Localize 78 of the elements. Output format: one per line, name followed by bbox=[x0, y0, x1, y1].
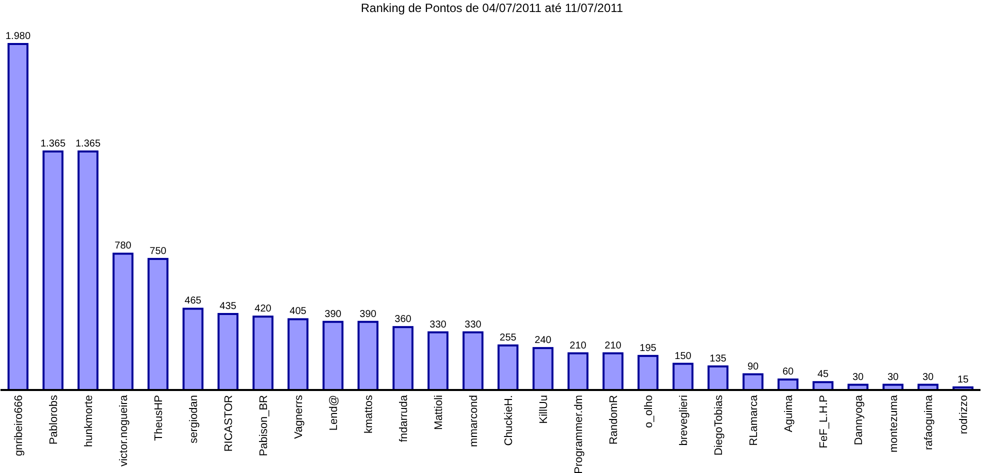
data-label: 60 bbox=[782, 366, 794, 378]
data-label: 780 bbox=[114, 240, 132, 252]
x-tick-label: RLamarca bbox=[748, 394, 760, 446]
bar bbox=[78, 150, 98, 391]
data-label: 30 bbox=[887, 372, 899, 383]
bar bbox=[252, 316, 274, 391]
bar bbox=[288, 318, 308, 391]
x-tick-label: Aguima bbox=[783, 394, 795, 432]
x-tick-label: hunkmorte bbox=[83, 395, 95, 447]
x-tick-label: o_olho bbox=[643, 395, 655, 428]
x-tick-label: rafaoguima bbox=[923, 394, 935, 450]
chart-title: Ranking de Pontos de 04/07/2011 até 11/07/2011 bbox=[360, 1, 624, 15]
data-label: 150 bbox=[674, 350, 692, 362]
x-tick-label: Programmer.dm bbox=[573, 395, 585, 473]
x-tick-label: Pabison_BR bbox=[258, 394, 270, 456]
data-label: 330 bbox=[464, 319, 482, 330]
bar bbox=[182, 308, 204, 391]
x-tick-label: TheusHP bbox=[153, 395, 165, 441]
x-tick-label: fndarruda bbox=[398, 394, 410, 442]
x-tick-label: mmarcond bbox=[468, 395, 480, 447]
bar bbox=[638, 354, 658, 391]
data-label: 45 bbox=[817, 369, 829, 380]
x-tick-label: breveglieri bbox=[678, 395, 690, 446]
data-label: 30 bbox=[922, 372, 934, 383]
bar bbox=[462, 331, 484, 391]
x-tick-label: Lend@ bbox=[328, 395, 340, 431]
data-label: 390 bbox=[360, 308, 377, 320]
bar bbox=[672, 362, 694, 391]
bar bbox=[428, 331, 448, 391]
x-tick-label: RICASTOR bbox=[223, 394, 235, 452]
data-label: 435 bbox=[220, 300, 237, 312]
bar bbox=[42, 150, 64, 391]
bar bbox=[218, 312, 238, 391]
data-label: 390 bbox=[324, 308, 342, 320]
x-tick-label: kmattos bbox=[363, 394, 375, 434]
x-tick-label: Pablorobs bbox=[48, 394, 60, 445]
data-label: 15 bbox=[957, 374, 969, 386]
bar bbox=[148, 258, 168, 391]
bar bbox=[392, 326, 414, 391]
data-label: 255 bbox=[500, 332, 517, 344]
bar bbox=[8, 43, 28, 391]
data-label: 240 bbox=[534, 335, 552, 346]
x-tick-label: rodrizzo bbox=[958, 395, 970, 434]
x-tick-label: Mattioli bbox=[433, 395, 445, 430]
data-label: 465 bbox=[184, 296, 202, 307]
data-label: 210 bbox=[604, 340, 622, 352]
data-label: 750 bbox=[150, 246, 167, 257]
x-tick-label: victor.nogueira bbox=[118, 394, 130, 467]
data-label: 360 bbox=[394, 314, 412, 326]
data-label: 1.980 bbox=[5, 31, 31, 42]
data-label: 210 bbox=[570, 340, 587, 352]
x-tick-label: gnribeiro666 bbox=[13, 395, 25, 456]
data-label: 90 bbox=[747, 361, 759, 372]
data-label: 1.365 bbox=[75, 138, 101, 150]
x-tick-label: KillUu bbox=[538, 395, 550, 424]
bar bbox=[532, 347, 554, 391]
x-tick-label: DiegoTobias bbox=[713, 394, 725, 456]
data-label: 330 bbox=[430, 319, 447, 330]
x-tick-label: Vagnerrs bbox=[293, 394, 305, 439]
bar bbox=[498, 344, 518, 391]
x-tick-label: Dannyoga bbox=[853, 394, 865, 446]
bar bbox=[568, 352, 588, 391]
data-label: 1.365 bbox=[40, 138, 66, 150]
x-tick-label: FeF_L.H.P bbox=[818, 395, 830, 448]
x-tick-label: sergiodan bbox=[188, 395, 200, 444]
bar bbox=[602, 352, 624, 391]
bar bbox=[112, 252, 134, 391]
x-tick-label: RandomR bbox=[608, 394, 620, 445]
data-label: 135 bbox=[710, 353, 727, 364]
data-label: 405 bbox=[290, 306, 307, 318]
bar bbox=[322, 320, 344, 391]
x-tick-label: ChuckieH. bbox=[503, 395, 515, 446]
bar bbox=[358, 320, 378, 391]
bar bbox=[708, 365, 728, 391]
data-label: 195 bbox=[640, 342, 657, 354]
data-label: 30 bbox=[852, 372, 864, 383]
data-label: 420 bbox=[254, 304, 272, 315]
x-tick-label: montezuma bbox=[888, 394, 900, 452]
